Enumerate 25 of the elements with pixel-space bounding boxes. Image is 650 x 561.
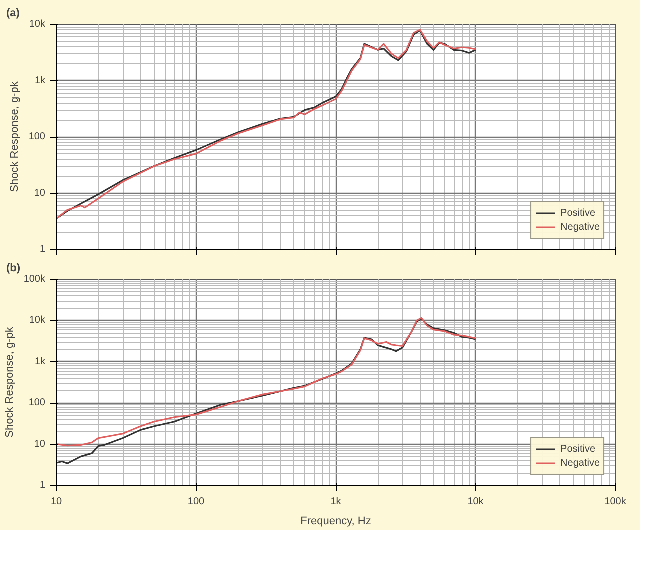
- y-axis-title: Shock Response, g-pk: [8, 81, 21, 192]
- y-tick-label: 10k: [29, 315, 46, 326]
- chart-title: (a): [6, 8, 20, 20]
- y-tick-label: 1: [40, 480, 46, 491]
- y-tick-label: 1: [40, 244, 46, 255]
- y-tick-label: 100k: [24, 274, 46, 285]
- legend-label: Negative: [560, 456, 600, 470]
- y-tick-label: 10: [34, 188, 46, 199]
- x-tick-label: 100k: [604, 496, 628, 508]
- y-tick-label: 10k: [29, 19, 46, 30]
- x-tick-label: 1k: [330, 496, 342, 508]
- y-tick-label: 1k: [34, 75, 46, 86]
- chart-title: (b): [6, 262, 21, 274]
- x-tick-label: 10: [50, 496, 62, 508]
- legend-label: Positive: [560, 442, 596, 456]
- legend-label: Negative: [560, 220, 600, 234]
- y-tick-label: 10: [34, 438, 46, 450]
- x-tick-label: 100: [188, 496, 206, 508]
- y-tick-label: 100: [28, 398, 46, 409]
- y-tick-label: 1k: [34, 356, 46, 368]
- x-axis-title: Frequency, Hz: [300, 516, 372, 528]
- x-tick-label: 10k: [468, 496, 485, 508]
- y-axis-title: Shock Response, g-pk: [4, 326, 16, 438]
- y-tick-label: 100: [28, 132, 46, 142]
- legend-label: Positive: [560, 206, 596, 220]
